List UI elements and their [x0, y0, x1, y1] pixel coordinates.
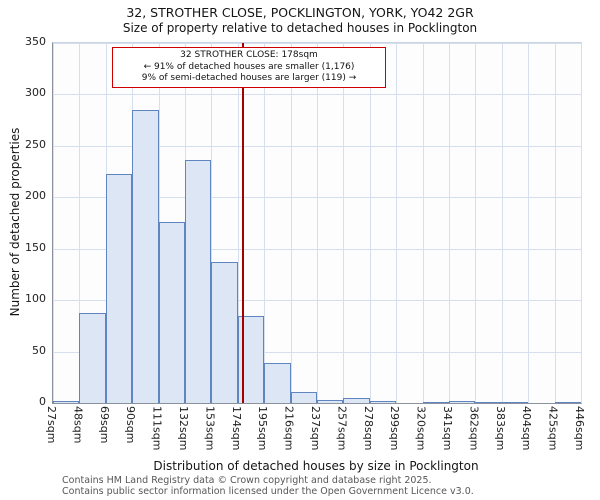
y-tick-label: 150	[25, 240, 46, 254]
histogram-bar	[422, 401, 449, 403]
x-tick-label: 404sqm	[520, 406, 534, 451]
x-tick-label: 174sqm	[229, 406, 243, 451]
x-tick-label: 383sqm	[493, 406, 507, 451]
grid-line-v	[475, 43, 477, 403]
grid-line-v	[528, 43, 530, 403]
x-tick-label: 257sqm	[335, 406, 349, 451]
grid-line-v	[581, 43, 582, 403]
histogram-bar	[79, 312, 106, 403]
annotation-line-2: ← 91% of detached houses are smaller (1,…	[143, 61, 355, 72]
histogram-bar	[343, 397, 370, 403]
y-tick-label: 350	[25, 35, 46, 48]
y-tick-labels: 0 50 100 150 200 250 300 350	[16, 35, 48, 408]
y-tick-label: 100	[25, 292, 46, 306]
histogram-bar	[53, 400, 80, 403]
grid-line-v	[396, 43, 398, 403]
histogram-bar	[158, 221, 185, 403]
x-tick-label: 48sqm	[71, 406, 85, 444]
histogram-bar	[264, 362, 291, 403]
property-marker-line	[242, 43, 245, 403]
x-tick-labels: 27sqm 48sqm 69sqm 90sqm 111sqm 132sqm 153sqm 17…	[45, 405, 586, 463]
histogram-bar	[185, 160, 212, 403]
x-tick-label: 216sqm	[282, 406, 296, 451]
grid-line-v	[264, 43, 266, 403]
chart-title: 32, STROTHER CLOSE, POCKLINGTON, YORK, Y…	[126, 5, 474, 20]
y-tick-label: 0	[39, 395, 46, 408]
grid-line-v	[317, 43, 318, 403]
x-axis-label: Distribution of detached houses by size …	[153, 459, 479, 473]
x-tick-label: 446sqm	[573, 406, 586, 451]
marker-annotation-box: 32 STROTHER CLOSE: 178sqm ← 91% of detac…	[112, 47, 386, 89]
annotation-line-3: 9% of semi-detached houses are larger (1…	[141, 73, 357, 84]
x-tick-label: 299sqm	[388, 406, 402, 451]
y-tick-label: 200	[25, 189, 46, 203]
plot-area	[52, 42, 582, 404]
histogram-bar	[237, 315, 265, 403]
grid-line-v	[554, 43, 556, 403]
histogram-bar	[211, 262, 238, 403]
grid-line-v	[449, 43, 450, 403]
x-tick-label: 90sqm	[124, 406, 138, 444]
x-tick-label: 362sqm	[467, 406, 481, 451]
x-tick-label: 237sqm	[309, 406, 322, 451]
histogram-bar	[105, 173, 133, 403]
grid-line-v	[290, 43, 292, 403]
grid-line-v	[237, 43, 239, 403]
grid-line-v	[343, 43, 345, 403]
grid-line-v	[79, 43, 81, 403]
histogram-bar	[290, 391, 317, 403]
y-tick-label: 250	[25, 137, 46, 151]
x-tick-label: 27sqm	[45, 406, 58, 444]
footer-line-2: Contains public sector information licen…	[62, 486, 474, 497]
x-tick-label: 111sqm	[150, 406, 164, 451]
x-tick-label: 132sqm	[177, 406, 190, 451]
y-tick-label: 300	[25, 86, 46, 100]
grid-line-v	[422, 43, 424, 403]
x-tick-label: 425sqm	[546, 406, 560, 451]
histogram-bar	[369, 400, 397, 403]
x-tick-label: 278sqm	[361, 406, 375, 451]
grid-line-v	[501, 43, 503, 403]
x-tick-label: 195sqm	[256, 406, 270, 451]
histogram-bar	[501, 401, 529, 403]
grid-line-v	[53, 43, 54, 403]
histogram-bar	[449, 400, 476, 403]
y-tick-label: 50	[32, 343, 46, 357]
grid-line-v	[211, 43, 213, 403]
x-tick-label: 341sqm	[441, 406, 454, 451]
footer-line-1: Contains HM Land Registry data © Crown c…	[62, 475, 432, 486]
histogram-bar	[317, 399, 344, 403]
histogram-bar	[475, 401, 502, 403]
chart-subtitle: Size of property relative to detached ho…	[122, 21, 478, 35]
x-tick-label: 69sqm	[97, 406, 111, 444]
x-tick-label: 153sqm	[203, 406, 217, 451]
histogram-bar	[132, 109, 159, 403]
histogram-bar	[554, 401, 581, 403]
grid-line-v	[369, 43, 371, 403]
annotation-line-1: 32 STROTHER CLOSE: 178sqm	[180, 50, 318, 60]
x-tick-label: 320sqm	[414, 406, 428, 451]
